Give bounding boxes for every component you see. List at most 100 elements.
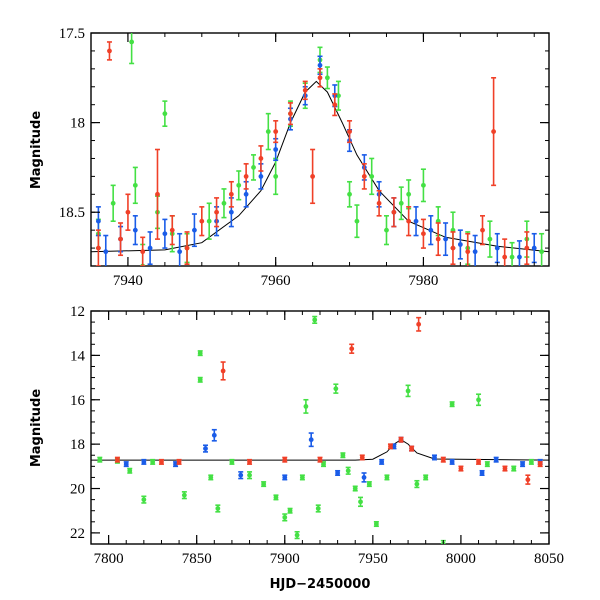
top-point-marker bbox=[107, 48, 112, 54]
top-data-point-blue bbox=[132, 215, 138, 246]
top-point-marker bbox=[140, 249, 146, 255]
bottom-y-tick-label: 12 bbox=[70, 304, 85, 320]
top-point-marker bbox=[251, 165, 256, 170]
top-point-marker bbox=[147, 245, 153, 251]
bottom-data-point-red bbox=[282, 456, 288, 463]
bottom-data-point-red bbox=[247, 458, 253, 465]
top-point-marker bbox=[162, 231, 168, 237]
bottom-point-marker bbox=[405, 388, 411, 394]
top-point-marker bbox=[258, 156, 264, 161]
bottom-data-point-red bbox=[537, 461, 543, 468]
bottom-point-marker bbox=[525, 477, 531, 483]
bottom-point-marker bbox=[440, 457, 446, 463]
top-point-marker bbox=[199, 218, 205, 224]
top-data-point-red bbox=[228, 180, 234, 208]
top-point-marker bbox=[118, 236, 123, 242]
bottom-y-tick-label: 20 bbox=[70, 482, 85, 498]
bottom-data-point-green bbox=[340, 452, 346, 459]
top-x-tick-label: 7960 bbox=[261, 273, 291, 289]
top-point-marker bbox=[302, 87, 308, 93]
top-data-point-blue bbox=[443, 222, 449, 257]
bottom-point-marker bbox=[208, 475, 214, 480]
top-point-marker bbox=[491, 129, 496, 134]
top-data-point-green bbox=[509, 241, 515, 266]
bottom-data-point-green bbox=[449, 401, 455, 408]
top-data-point-green bbox=[369, 157, 375, 196]
top-point-marker bbox=[221, 200, 227, 206]
top-point-marker bbox=[110, 200, 116, 206]
top-point-marker bbox=[502, 254, 508, 260]
top-point-marker bbox=[384, 227, 389, 233]
bottom-point-marker bbox=[229, 459, 235, 465]
bottom-data-point-green bbox=[197, 350, 203, 357]
top-point-marker bbox=[406, 218, 412, 224]
bottom-point-marker bbox=[398, 437, 404, 443]
bottom-point-marker bbox=[528, 459, 534, 465]
bottom-data-point-green bbox=[303, 398, 309, 414]
top-data-point-green bbox=[129, 33, 135, 65]
bottom-data-point-green bbox=[312, 315, 318, 325]
top-data-point-red bbox=[140, 236, 146, 266]
bottom-data-point-green bbox=[373, 521, 379, 528]
top-data-point-red bbox=[480, 215, 486, 246]
bottom-data-point-green bbox=[333, 383, 339, 394]
top-data-point-red bbox=[184, 231, 190, 266]
top-data-point-blue bbox=[177, 232, 183, 266]
top-data-point-green bbox=[398, 186, 404, 221]
bottom-point-marker bbox=[197, 377, 203, 383]
bottom-point-marker bbox=[247, 459, 252, 465]
top-data-point-blue bbox=[472, 234, 478, 266]
top-axis-ticks: 7940 7960 7980 17.5 18 18.5 bbox=[59, 26, 549, 289]
bottom-axis-ticks: 7800 7850 7900 7950 8000 8050 12 14 16 18 20 22 bbox=[70, 304, 564, 567]
bottom-data-point-green bbox=[366, 481, 372, 488]
top-data-point-red bbox=[95, 229, 101, 266]
bottom-point-marker bbox=[173, 461, 178, 467]
bottom-data-point-green bbox=[229, 458, 235, 465]
top-point-marker bbox=[457, 242, 463, 247]
top-data-point-red bbox=[406, 206, 412, 237]
bottom-point-marker bbox=[247, 472, 252, 478]
bottom-point-marker bbox=[123, 461, 129, 467]
bottom-data-point-green bbox=[345, 466, 351, 475]
top-point-marker bbox=[228, 209, 234, 215]
top-data-point-red bbox=[199, 206, 205, 237]
bottom-data-point-red bbox=[158, 458, 164, 465]
bottom-point-marker bbox=[115, 457, 120, 463]
bottom-x-tick-label: 8000 bbox=[446, 551, 476, 567]
bottom-point-marker bbox=[261, 481, 267, 487]
top-point-marker bbox=[524, 245, 530, 251]
top-point-marker bbox=[265, 129, 271, 134]
top-data-point-green bbox=[354, 204, 360, 239]
bottom-data-point-green bbox=[197, 376, 203, 383]
top-data-point-green bbox=[539, 232, 545, 266]
bottom-data-point-red bbox=[317, 456, 323, 463]
bottom-x-tick-label: 8050 bbox=[534, 551, 564, 567]
top-data-point-red bbox=[273, 120, 279, 144]
top-point-marker bbox=[129, 39, 135, 45]
top-data-point-red bbox=[214, 197, 220, 228]
top-data-point-blue bbox=[428, 215, 434, 246]
bottom-data-point-green bbox=[405, 384, 411, 398]
top-data-point-green bbox=[251, 154, 257, 181]
bottom-point-marker bbox=[299, 475, 305, 480]
bottom-point-marker bbox=[141, 459, 147, 465]
top-data-point-green bbox=[110, 184, 116, 222]
top-data-point-red bbox=[106, 41, 112, 61]
bottom-data-point-green bbox=[321, 461, 327, 468]
top-data-point-blue bbox=[457, 229, 463, 260]
top-data-point-red bbox=[347, 120, 353, 144]
bottom-point-marker bbox=[203, 446, 208, 451]
top-data-point-green bbox=[132, 166, 138, 205]
top-point-marker bbox=[465, 249, 471, 255]
top-data-point-green bbox=[347, 180, 353, 208]
bottom-point-marker bbox=[159, 459, 164, 465]
top-data-point-red bbox=[118, 222, 124, 257]
bottom-point-marker bbox=[520, 461, 525, 467]
bottom-x-tick-label: 7900 bbox=[270, 551, 300, 567]
bottom-point-marker bbox=[238, 472, 244, 478]
top-point-marker bbox=[95, 245, 101, 251]
top-data-point-green bbox=[221, 188, 227, 219]
top-data-point-green bbox=[487, 220, 493, 258]
bottom-data-point-red bbox=[416, 316, 422, 332]
bottom-data-point-green bbox=[352, 485, 358, 492]
